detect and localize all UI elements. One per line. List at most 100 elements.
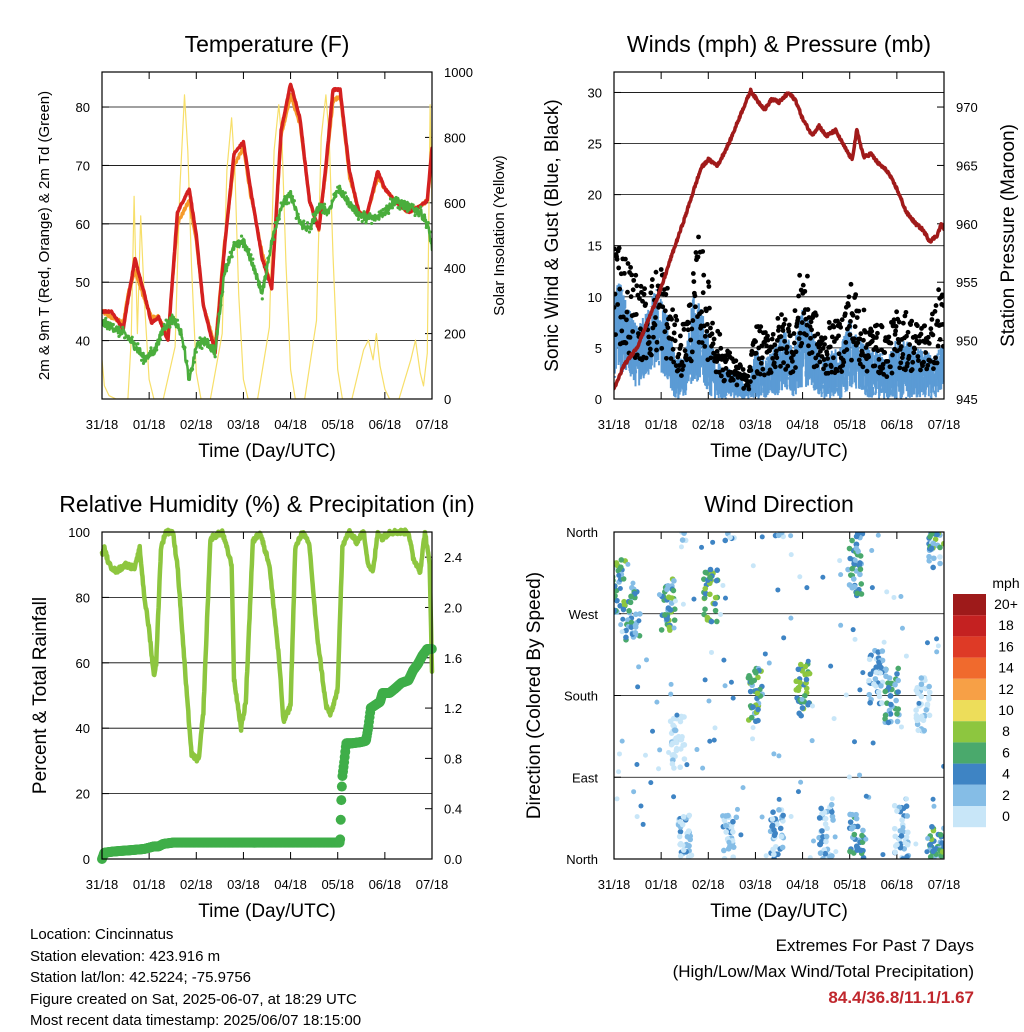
gust-point	[709, 331, 715, 337]
gust-point	[708, 325, 713, 331]
direction-point	[750, 704, 756, 710]
direction-point	[712, 607, 719, 614]
colorbar-label: 10	[998, 702, 1014, 718]
direction-point	[926, 689, 933, 696]
x-tick-label: 02/18	[180, 877, 213, 892]
gust-point	[779, 312, 784, 318]
gust-point	[654, 339, 660, 345]
gust-point	[786, 322, 792, 328]
gust-point	[665, 325, 671, 331]
gust-point	[931, 366, 936, 372]
direction-point	[882, 688, 889, 695]
gust-point	[843, 340, 849, 345]
direction-point	[838, 572, 844, 578]
gust-point	[903, 309, 909, 315]
direction-point	[816, 815, 823, 821]
direction-point	[754, 690, 761, 697]
direction-point	[818, 805, 824, 812]
gust-point	[711, 336, 717, 342]
gust-point	[905, 329, 911, 335]
direction-point	[798, 779, 804, 785]
direction-point	[914, 684, 921, 691]
direction-point	[721, 657, 727, 663]
dewpoint-point	[343, 191, 347, 195]
gust-point	[748, 367, 754, 373]
direction-point	[829, 809, 835, 815]
gust-point	[773, 348, 779, 354]
gust-point	[727, 350, 733, 356]
colorbar-label: 20+	[994, 596, 1018, 612]
direction-point	[788, 615, 794, 621]
dewpoint-point	[179, 333, 183, 337]
gust-point	[722, 377, 727, 383]
direction-point	[831, 716, 837, 722]
x-tick-label: 05/18	[321, 877, 354, 892]
dewpoint-point	[360, 219, 364, 224]
gust-point	[624, 317, 629, 323]
dewpoint-point	[330, 199, 334, 203]
direction-point	[797, 574, 803, 580]
dewpoint-point	[287, 201, 291, 205]
gust-point	[776, 324, 782, 330]
gust-point	[751, 374, 757, 380]
gust-point	[765, 333, 770, 339]
direction-point	[763, 853, 769, 859]
gust-point	[893, 328, 898, 334]
direction-point	[799, 696, 805, 702]
gust-point	[654, 347, 659, 353]
y-tick-label-right: 2.4	[444, 550, 462, 565]
y-axis-label: 2m & 9m T (Red, Orange) & 2m Td (Green)	[36, 91, 53, 380]
rh-line	[99, 527, 435, 764]
gust-point	[759, 355, 765, 361]
direction-point	[676, 833, 683, 840]
dewpoint-point	[349, 203, 353, 207]
colorbar-label: 0	[1002, 808, 1010, 824]
direction-point	[636, 664, 642, 670]
gust-point	[614, 256, 620, 262]
dewpoint-point	[190, 367, 195, 371]
gust-point	[890, 352, 895, 358]
x-tick-label: 05/18	[833, 877, 866, 892]
direction-point	[934, 649, 940, 655]
direction-point	[727, 534, 733, 541]
x-tick-label: 07/18	[928, 417, 961, 432]
direction-point	[913, 841, 919, 847]
gust-point	[822, 335, 828, 341]
direction-point	[937, 560, 943, 567]
direction-point	[829, 853, 835, 859]
dewpoint-point	[321, 211, 325, 215]
direction-point	[700, 765, 706, 771]
direction-point	[619, 629, 625, 635]
gust-point	[916, 358, 921, 363]
gust-point	[724, 357, 729, 363]
dewpoint-point	[239, 234, 244, 238]
gust-point	[643, 355, 649, 361]
direction-point	[900, 828, 906, 835]
gust-point	[717, 331, 723, 337]
gust-point	[806, 315, 812, 320]
gust-point	[891, 317, 897, 323]
gust-point	[809, 327, 814, 333]
gust-point	[866, 354, 872, 360]
dewpoint-point	[241, 245, 246, 249]
gust-point	[774, 355, 780, 361]
gust-point	[707, 305, 712, 311]
gust-point	[925, 334, 931, 340]
colorbar-title: mph	[992, 575, 1019, 591]
gust-point	[683, 352, 689, 358]
direction-point	[809, 703, 815, 709]
dewpoint-point	[341, 195, 345, 199]
gust-point	[853, 292, 859, 298]
latlon-text: Station lat/lon: 42.5224; -75.9756	[30, 969, 252, 987]
gust-point	[844, 347, 850, 353]
dewpoint-point	[390, 206, 394, 210]
direction-point	[937, 544, 943, 551]
gust-point	[616, 245, 622, 251]
dewpoint-point	[185, 359, 189, 363]
gust-point	[633, 312, 639, 317]
gust-point	[856, 308, 862, 314]
gust-point	[906, 353, 912, 359]
gust-point	[770, 331, 776, 337]
direction-point	[892, 849, 898, 856]
direction-point	[860, 670, 866, 676]
